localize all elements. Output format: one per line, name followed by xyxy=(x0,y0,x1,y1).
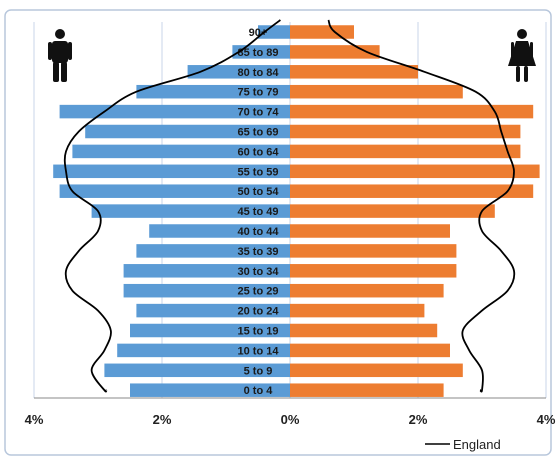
bar-female xyxy=(290,184,534,198)
bar-male xyxy=(149,224,290,238)
bar-male xyxy=(136,244,290,258)
x-tick-label: 2% xyxy=(409,412,428,427)
age-group-label: 65 to 69 xyxy=(238,127,279,139)
x-tick-label: 4% xyxy=(25,412,44,427)
bar-male xyxy=(104,363,291,378)
male-bars xyxy=(53,25,291,397)
age-labels: 90+ 85 to 89 80 to 84 75 to 79 70 to 74 65 to… xyxy=(238,27,280,397)
age-group-label: 0 to 4 xyxy=(244,385,274,397)
bar-female xyxy=(290,283,444,298)
bar-male xyxy=(130,383,290,397)
bar-male xyxy=(123,283,290,298)
bar-male xyxy=(187,65,290,79)
bar-female xyxy=(290,204,495,218)
bar-male xyxy=(258,25,290,39)
bar-female xyxy=(290,104,534,119)
age-group-label: 60 to 64 xyxy=(238,146,280,158)
bar-female xyxy=(290,164,540,179)
x-tick-label: 0% xyxy=(281,412,300,427)
bar-male xyxy=(232,45,290,59)
bar-female xyxy=(290,84,463,99)
bar-female xyxy=(290,45,380,59)
age-group-label: 90+ xyxy=(249,27,268,39)
bar-male xyxy=(136,84,290,99)
bar-male xyxy=(123,264,290,278)
female-bars xyxy=(290,25,540,397)
age-group-label: 10 to 14 xyxy=(238,345,280,357)
female-figure-icon xyxy=(508,29,536,82)
age-group-label: 70 to 74 xyxy=(238,107,280,119)
bar-female xyxy=(290,264,457,278)
x-tick-label: 2% xyxy=(153,412,172,427)
bar-female xyxy=(290,244,457,258)
male-figure-icon xyxy=(48,29,72,82)
age-group-label: 75 to 79 xyxy=(238,87,279,99)
age-group-label: 45 to 49 xyxy=(238,206,279,218)
age-group-label: 30 to 34 xyxy=(238,266,280,278)
england-line-right xyxy=(327,19,516,393)
bar-male xyxy=(53,164,291,179)
bar-female xyxy=(290,124,521,139)
bar-female xyxy=(290,383,444,397)
bar-female xyxy=(290,65,418,79)
bar-female xyxy=(290,144,521,159)
age-group-label: 35 to 39 xyxy=(238,246,279,258)
bar-male xyxy=(117,343,290,358)
bar-female xyxy=(290,224,450,238)
bar-female xyxy=(290,25,354,39)
bar-female xyxy=(290,303,425,318)
england-line-left xyxy=(63,19,281,393)
age-group-label: 20 to 24 xyxy=(238,306,280,318)
age-group-label: 50 to 54 xyxy=(238,186,280,198)
age-group-label: 55 to 59 xyxy=(238,166,279,178)
bar-male xyxy=(59,104,290,119)
age-group-label: 85 to 89 xyxy=(238,47,279,59)
england-line xyxy=(63,19,516,393)
bar-female xyxy=(290,363,463,378)
x-tick-label: 4% xyxy=(537,412,556,427)
age-group-label: 40 to 44 xyxy=(238,226,280,238)
bar-female xyxy=(290,343,450,358)
bar-male xyxy=(72,144,291,159)
bar-female xyxy=(290,323,438,338)
bar-male xyxy=(85,124,290,139)
age-group-label: 25 to 29 xyxy=(238,286,279,298)
legend-label-england: England xyxy=(453,437,501,452)
age-group-label: 5 to 9 xyxy=(244,365,273,377)
legend: England xyxy=(425,437,501,452)
x-axis-ticks: 4% 2% 0% 2% 4% xyxy=(25,412,556,427)
age-group-label: 80 to 84 xyxy=(238,67,280,79)
age-group-label: 15 to 19 xyxy=(238,326,279,338)
bar-male xyxy=(130,323,290,338)
bar-male xyxy=(91,204,290,218)
bar-male xyxy=(59,184,290,198)
bar-male xyxy=(136,303,290,318)
